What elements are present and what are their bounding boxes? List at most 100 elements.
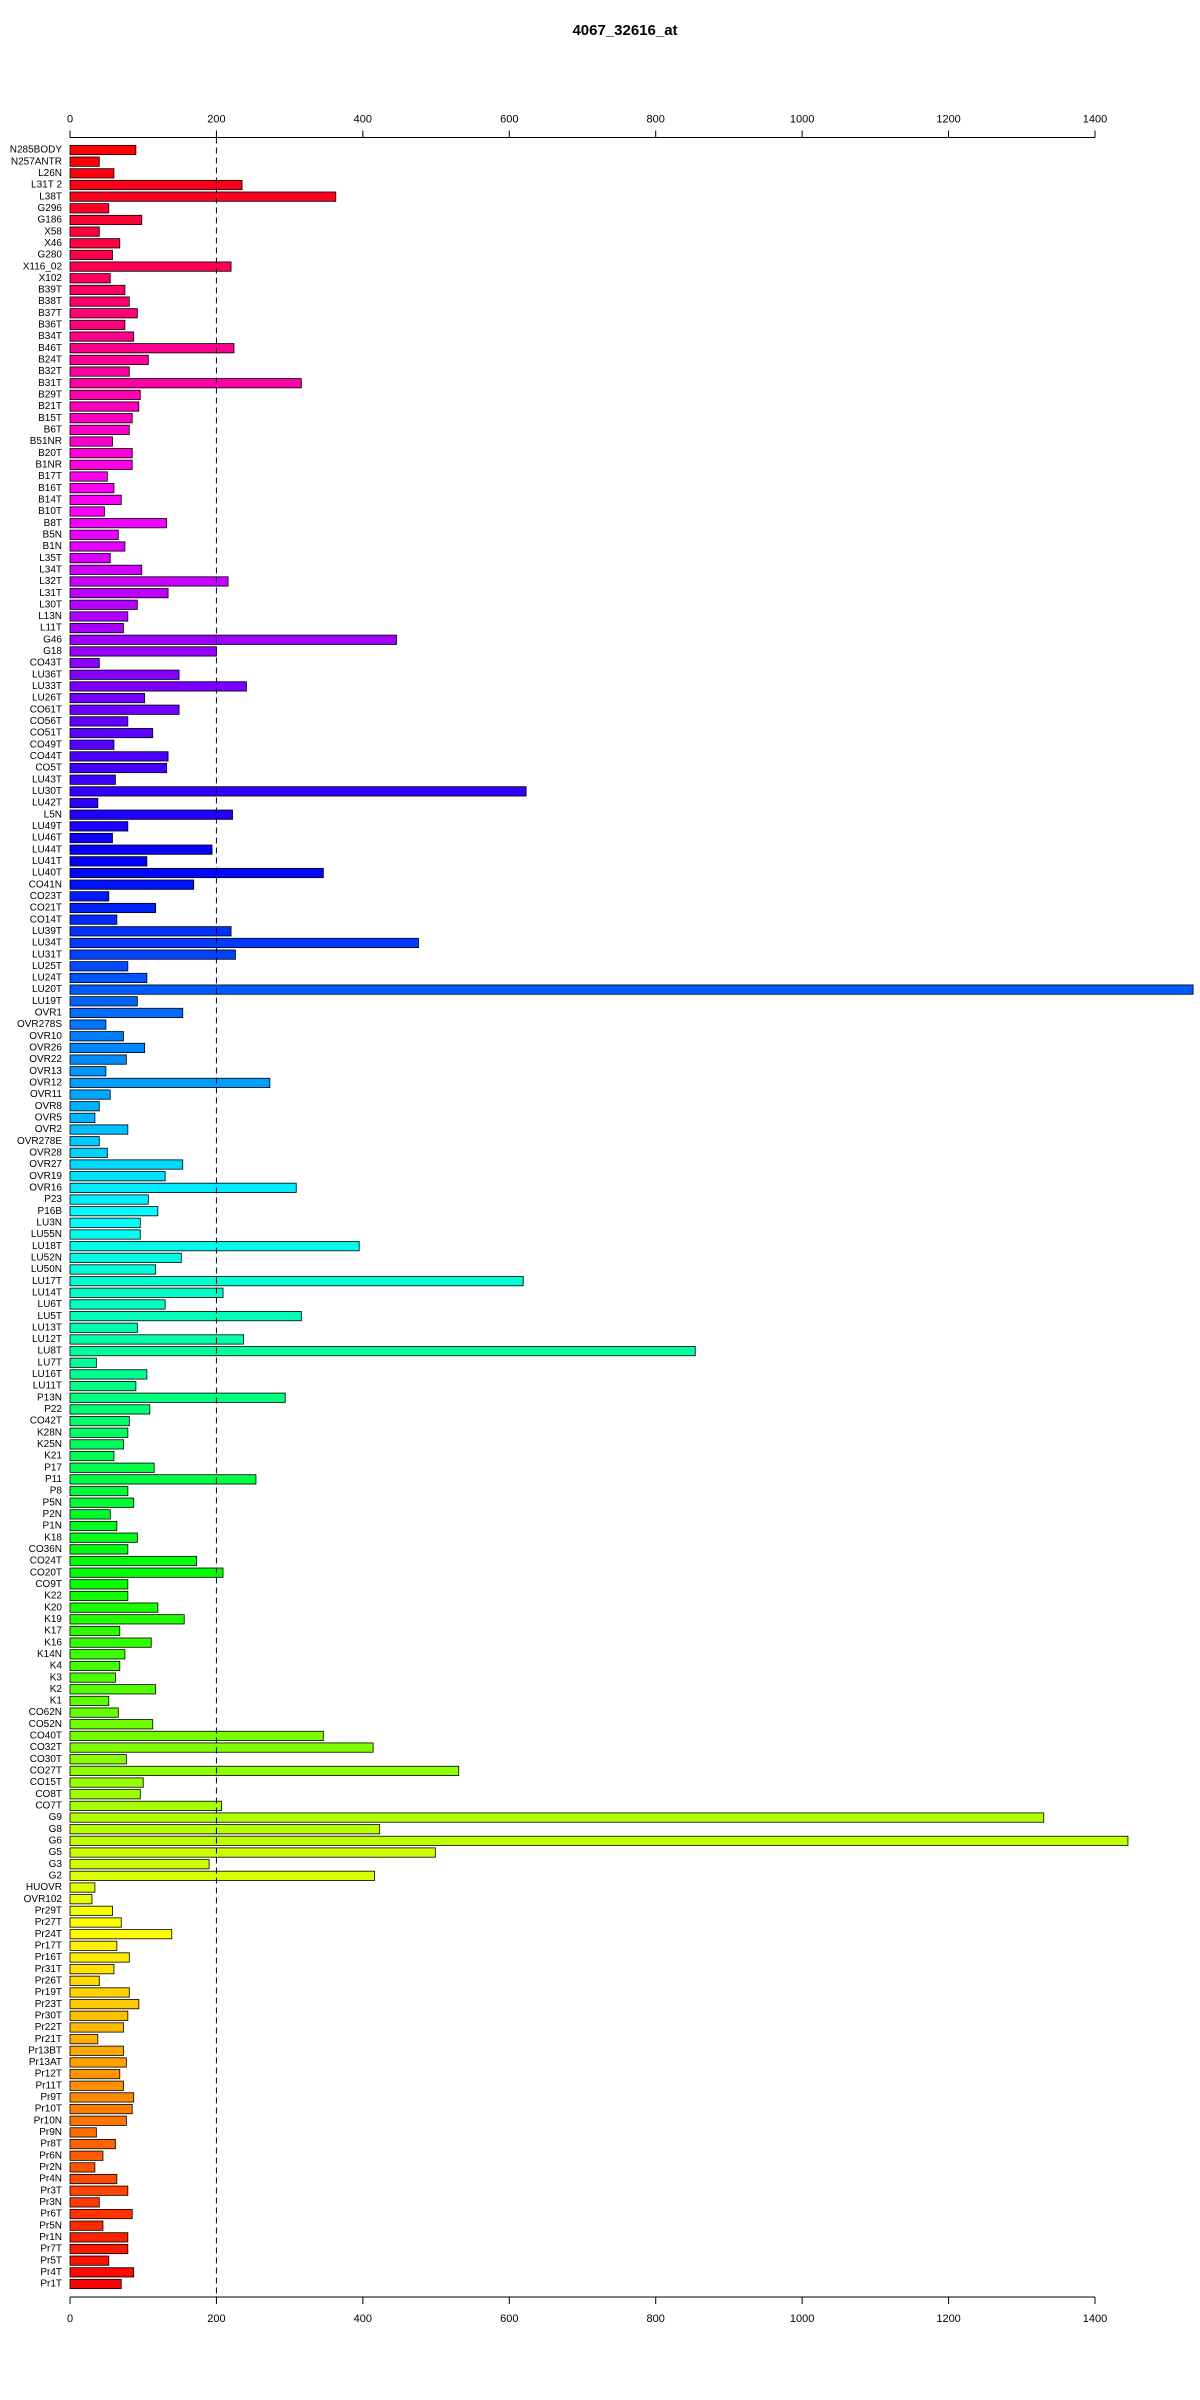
bar [69,1252,182,1263]
y-tick-label: L34T [39,564,62,575]
y-tick-label: CO14T [30,914,62,925]
y-tick-label: CO9T [35,1579,62,1590]
y-tick-label: P1N [43,1521,62,1532]
y-tick-label: L13N [38,611,62,622]
bar [69,1602,159,1613]
bar [69,424,130,435]
y-tick-label: L31T 2 [31,180,62,191]
bar [69,1019,107,1030]
chart-title: 4067_32616_at [572,22,677,39]
bar [69,156,100,167]
y-tick-label: Pr13BT [28,2045,62,2056]
bar [69,821,129,832]
y-tick-label: B29T [38,390,62,401]
bar [69,1124,129,1135]
y-tick-label: Pr29T [35,1905,62,1916]
bar [69,832,113,844]
bar [69,2080,124,2091]
y-tick-label: N257ANTR [11,156,62,167]
y-tick-label: OVR8 [35,1101,63,1112]
y-tick-label: CO5T [35,763,62,774]
y-tick-label: LU24T [32,973,62,984]
y-tick-label: G6 [49,1836,63,1847]
y-tick-label: P23 [44,1194,62,1205]
y-tick-label: P5N [43,1497,62,1508]
y-tick-label: Pr19T [35,1987,62,1998]
y-tick-label: Pr31T [35,1964,62,1975]
bar [69,1754,127,1765]
y-tick-label: G186 [38,215,63,226]
x-tick-label: 400 [354,2313,372,2325]
bar [69,1346,696,1357]
y-tick-label: LU31T [32,949,62,960]
bar [69,1381,137,1392]
y-tick-label: OVR28 [29,1148,62,1159]
y-tick-label: B6T [44,425,62,436]
bar [69,319,126,330]
bar [69,727,154,739]
y-tick-label: Pr6N [39,2150,62,2161]
bar [69,459,133,470]
bar [69,2069,121,2080]
y-tick-label: Pr8T [40,2139,62,2150]
y-tick-label: CO32T [30,1742,62,1753]
bar [69,1917,122,1928]
bar [69,1835,1129,1846]
x-tick-label: 600 [500,2313,518,2325]
bar [69,284,126,295]
bar [69,2197,100,2208]
bar [69,1334,244,1345]
x-tick-label: 800 [647,2313,665,2325]
y-tick-label: B1N [43,541,62,552]
bar [69,914,118,925]
bar [69,1812,1045,1823]
bar [69,1229,141,1240]
bar [69,1322,138,1333]
y-tick-label: G2 [49,1870,63,1881]
y-tick-label: G5 [49,1847,63,1858]
bar [69,809,233,820]
y-tick-label: LU11T [33,1381,62,1392]
y-tick-label: B39T [38,285,62,296]
bar [69,2232,129,2243]
bar [69,471,108,482]
bar [69,389,141,400]
y-tick-label: LU8T [38,1346,62,1357]
bar [69,564,143,575]
y-tick-label: B21T [38,401,62,412]
y-tick-label: LU49T [32,821,62,832]
bar [69,1392,286,1403]
bar [69,1497,135,1508]
x-tick-label: 1400 [1083,113,1107,125]
y-tick-label: P11 [45,1474,62,1485]
x-tick-label: 0 [67,2313,73,2325]
y-tick-label: LU3N [36,1217,62,1228]
y-tick-label: B1NR [35,459,62,470]
y-tick-label: G280 [38,250,63,261]
bar [69,273,111,284]
y-tick-label: Pr11T [36,2080,63,2091]
bar [69,529,119,540]
bar [69,949,236,960]
bar [69,1066,107,1077]
bar [69,1007,184,1018]
bar [69,1929,173,1940]
y-tick-label: LU39T [32,926,62,937]
bar [69,1404,151,1415]
y-tick-label: Pr9N [39,2127,62,2138]
bar [69,2255,110,2266]
y-tick-label: LU7T [38,1357,62,1368]
y-tick-label: CO56T [30,716,62,727]
bar [69,1509,111,1520]
y-tick-label: LU30T [32,786,62,797]
bar [69,1905,113,1916]
bar [69,1042,146,1053]
bar [69,2185,129,2196]
bar [69,1520,118,1532]
bar [69,1894,93,1905]
y-tick-label: L5N [44,809,62,820]
y-tick-label: OVR278S [17,1019,62,1030]
y-tick-label: Pr3T [40,2185,62,2196]
y-tick-label: L26N [38,168,62,179]
y-tick-label: X116_02 [23,261,63,272]
